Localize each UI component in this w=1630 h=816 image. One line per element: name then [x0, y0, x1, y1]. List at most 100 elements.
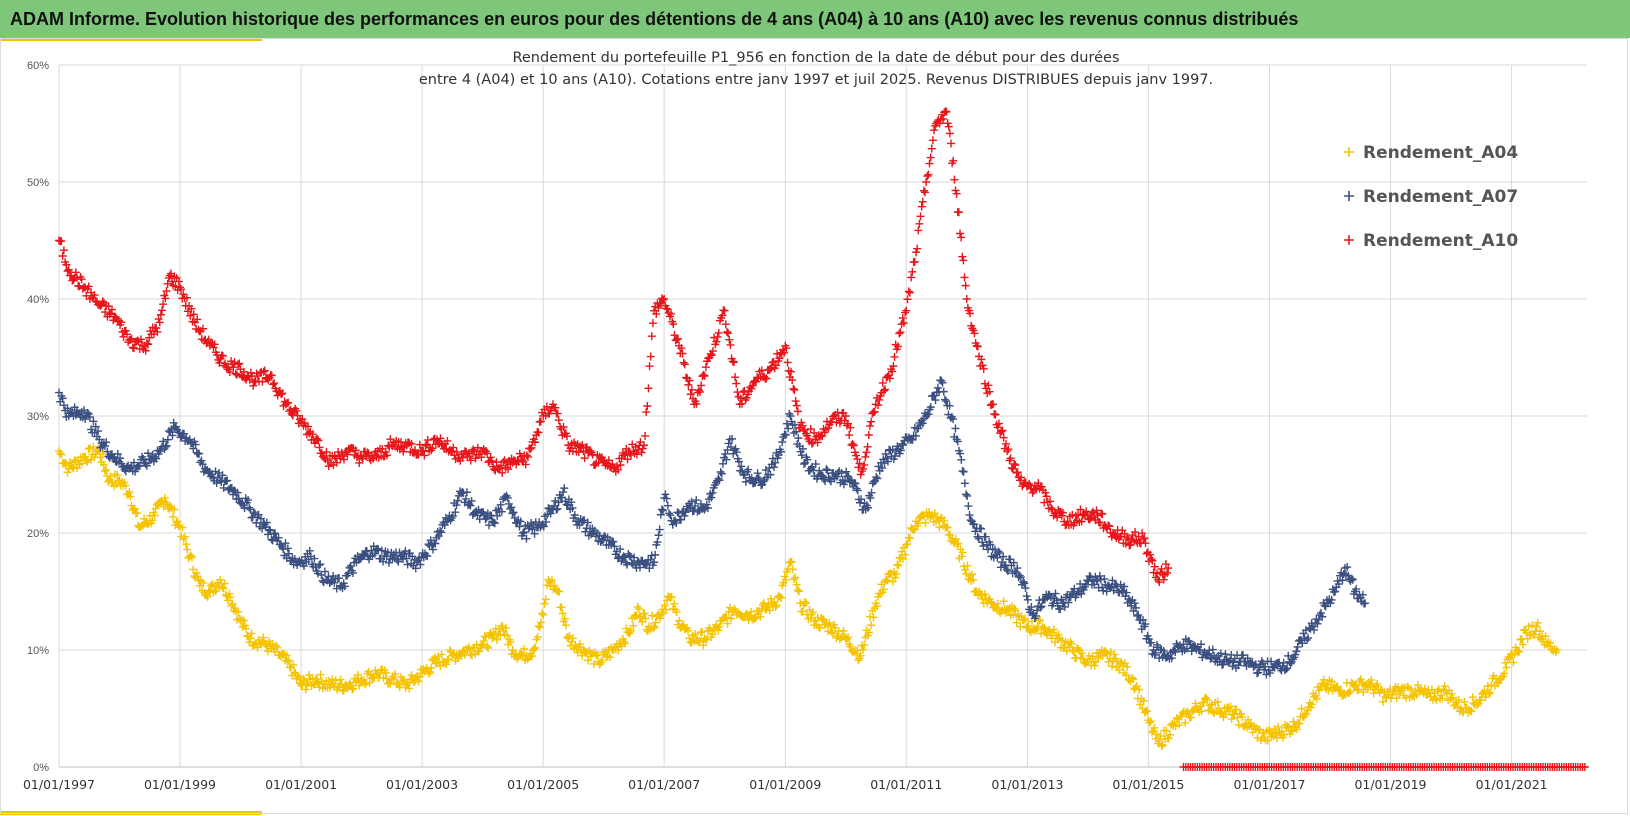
rendement-a07-point [1100, 574, 1109, 583]
rendement-a04-point [157, 497, 166, 506]
rendement-a07-point [945, 401, 954, 410]
rendement-a10-point [726, 340, 735, 349]
rendement-a07-point [63, 404, 72, 413]
rendement-a07-point [269, 529, 278, 538]
rendement-a07-point [974, 534, 983, 543]
rendement-a07-point [394, 557, 403, 566]
rendement-a07-point [562, 500, 571, 509]
rendement-a07-point [837, 469, 846, 478]
rendement-a07-point [803, 455, 812, 464]
rendement-a04-point [698, 627, 707, 636]
rendement-a07-point [781, 430, 790, 439]
rendement-a04-point [1487, 681, 1496, 690]
rendement-a07-point [281, 539, 290, 548]
rendement-a07-point [81, 415, 90, 424]
rendement-a07-point [335, 574, 344, 583]
rendement-a10-point [926, 153, 935, 162]
rendement-a04-point [508, 646, 517, 654]
rendement-a04-point [178, 523, 187, 532]
rendement-a04-point [219, 584, 228, 593]
rendement-a04-point [126, 492, 135, 501]
rendement-a04-point [914, 519, 923, 528]
rendement-a04-point [337, 680, 346, 689]
rendement-a07-point [583, 518, 592, 527]
rendement-a07-point [223, 476, 232, 485]
rendement-a07-point [766, 470, 775, 479]
rendement-a04-point [1232, 705, 1241, 714]
rendement-a07-point [964, 502, 973, 511]
rendement-a04-point [708, 630, 717, 639]
rendement-a07-point [217, 477, 226, 486]
rendement-a10-point [863, 442, 872, 451]
rendement-a07-point [1045, 591, 1054, 600]
rendement-a10-point [791, 397, 800, 406]
rendement-a07-point [926, 403, 935, 412]
rendement-a07-point [1119, 587, 1128, 596]
rendement-a07-point [823, 466, 832, 475]
rendement-a04-point [1068, 646, 1077, 654]
rendement-a04-point [1156, 731, 1165, 740]
rendement-a04-point [1476, 696, 1485, 705]
rendement-a04-point [622, 624, 631, 633]
rendement-a04-point [723, 619, 732, 628]
rendement-a07-point [662, 494, 671, 503]
rendement-a04-point [225, 589, 234, 598]
x-tick-label: 01/01/2017 [1233, 777, 1305, 792]
accent-bar-top [0, 38, 262, 41]
rendement-a07-point [271, 529, 280, 538]
rendement-a04-point [892, 569, 901, 578]
rendement-a10-point [643, 401, 652, 410]
rendement-a04-point [467, 651, 476, 660]
rendement-a07-point [1064, 598, 1073, 607]
rendement-a07-point [508, 509, 517, 518]
rendement-a07-point [509, 508, 518, 517]
rendement-a04-point [436, 662, 445, 671]
rendement-a07-point [1060, 602, 1069, 611]
rendement-a10-point [956, 229, 965, 238]
rendement-a04-point [193, 572, 202, 581]
rendement-a07-point [994, 547, 1003, 556]
rendement-a04-point [895, 553, 904, 562]
rendement-a07-point [797, 451, 806, 460]
rendement-a04-point [1069, 647, 1078, 656]
rendement-a07-point [953, 437, 962, 446]
rendement-a10-point [913, 244, 922, 253]
rendement-a07-point [1021, 584, 1030, 593]
rendement-a04-point [977, 591, 986, 600]
rendement-a04-point [790, 575, 799, 584]
rendement-a04-point [1458, 707, 1467, 716]
rendement-a04-point [189, 565, 198, 574]
rendement-a10-point [554, 416, 563, 425]
rendement-a04-point [621, 639, 630, 648]
rendement-a07-point [102, 438, 111, 447]
rendement-a07-point [717, 469, 726, 478]
rendement-a07-point [411, 564, 420, 573]
rendement-a07-point [778, 438, 787, 447]
rendement-a10-point [714, 328, 723, 337]
rendement-a07-point [883, 457, 892, 466]
rendement-a10-point [960, 273, 969, 282]
rendement-a04-point [640, 609, 649, 618]
rendement-a04-point [1040, 623, 1049, 632]
rendement-a04-point [1346, 687, 1355, 696]
rendement-a04-point [1171, 722, 1180, 731]
rendement-a04-point [747, 607, 756, 616]
rendement-a04-point [1172, 714, 1181, 723]
rendement-a07-point [707, 493, 716, 502]
rendement-a07-point [784, 424, 793, 433]
rendement-a07-point [481, 515, 490, 524]
rendement-a04-point [573, 648, 582, 657]
rendement-a07-point [896, 446, 905, 455]
rendement-a07-point [654, 531, 663, 540]
rendement-a04-point [1103, 649, 1112, 658]
rendement-a07-point [635, 563, 644, 572]
rendement-a10-point [922, 178, 931, 186]
rendement-a04-point [759, 599, 768, 608]
rendement-a04-point [430, 653, 439, 662]
rendement-a04-point [1288, 727, 1297, 736]
rendement-a07-point [316, 560, 325, 569]
rendement-a04-point [102, 465, 111, 474]
rendement-a04-point [1238, 713, 1247, 722]
rendement-a07-point [429, 545, 438, 554]
rendement-a04-point [520, 644, 529, 653]
